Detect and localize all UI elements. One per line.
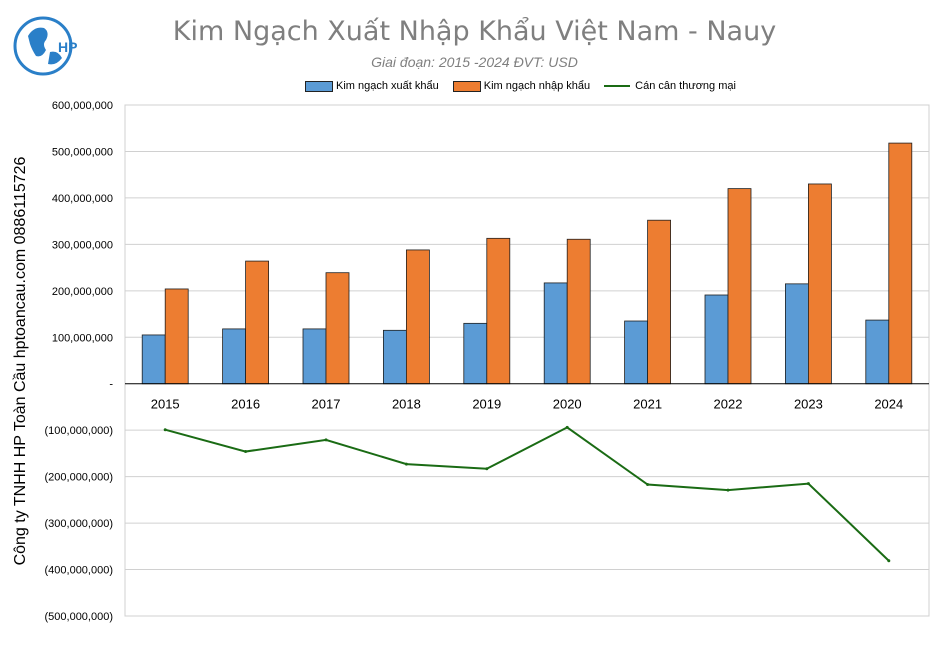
x-tick-label: 2017 [312,397,341,412]
plot-frame [124,104,930,617]
bar-import [566,238,591,385]
legend-item-import: Kim ngạch nhập khẩu [452,80,591,92]
legend-swatch-import [452,80,481,92]
bar-export [704,294,729,385]
balance-point [244,450,248,454]
y-tick-label: (100,000,000) [45,425,114,437]
logo-continent-shape [28,27,48,57]
balance-point [324,438,328,442]
balance-point [806,482,810,486]
chart-title: Kim Ngạch Xuất Nhập Khẩu Việt Nam - Nauy [172,16,777,47]
logo-continent-shape-2 [48,51,62,65]
y-tick-label: - [109,379,113,391]
x-tick-label: 2020 [553,397,582,412]
bar-export [785,283,809,385]
legend-swatch-balance [604,85,631,87]
series-line-balance [164,426,890,562]
y-tick-label: 300,000,000 [52,239,113,251]
y-tick-label: 200,000,000 [52,286,113,298]
logo-text: HP [58,39,77,55]
y-tick-label: 600,000,000 [52,100,113,112]
bar-import [325,272,350,385]
bar-import [647,219,671,385]
legend-label-import: Kim ngạch nhập khẩu [483,80,591,92]
bar-export [382,329,407,385]
x-tick-label: 2019 [472,397,501,412]
bar-export [543,282,568,385]
balance-point [646,483,650,487]
legend-label-balance: Cán cân thương mại [635,80,736,92]
bar-import [405,249,430,385]
bar-export [624,320,648,385]
balance-point [565,425,569,429]
company-logo: HP [13,16,77,76]
balance-point [163,428,167,432]
balance-point [485,467,489,471]
bar-import [888,142,913,385]
legend-label-export: Kim ngạch xuất khẩu [336,80,439,92]
bar-import [164,288,189,385]
chart-legend: Kim ngạch xuất khẩu Kim ngạch nhập khẩu … [305,80,750,92]
bar-import [727,188,752,385]
x-tick-label: 2023 [794,397,823,412]
bar-export [865,319,890,385]
x-tick-label: 2022 [714,397,743,412]
balance-point [887,559,891,563]
bar-export [222,328,247,385]
x-tick-label: 2018 [392,397,421,412]
balance-point [726,488,730,492]
bar-export [302,328,327,385]
side-watermark-text: Công ty TNHH HP Toàn Cầu hptoancau.com 0… [12,156,29,566]
x-tick-label: 2016 [231,397,260,412]
x-tick-label: 2024 [874,397,903,412]
y-tick-label: (200,000,000) [45,472,114,484]
x-tick-label: 2021 [633,397,662,412]
bar-import [808,183,832,385]
chart-subtitle: Giai đoạn: 2015 -2024 ĐVT: USD [371,54,578,70]
y-tick-label: 500,000,000 [52,146,113,158]
y-tick-label: (500,000,000) [45,611,114,623]
y-tick-label: (300,000,000) [45,518,114,530]
y-tick-label: 400,000,000 [52,193,113,205]
bar-export [141,334,166,385]
y-tick-label: (400,000,000) [45,565,114,577]
legend-item-balance: Cán cân thương mại [604,80,736,92]
y-tick-label: 100,000,000 [52,332,113,344]
legend-item-export: Kim ngạch xuất khẩu [305,80,439,92]
balance-point [404,462,408,466]
bar-import [245,260,270,385]
x-tick-label: 2015 [151,397,180,412]
legend-swatch-export [305,80,333,92]
bar-export [463,322,488,385]
bar-import [486,237,511,385]
